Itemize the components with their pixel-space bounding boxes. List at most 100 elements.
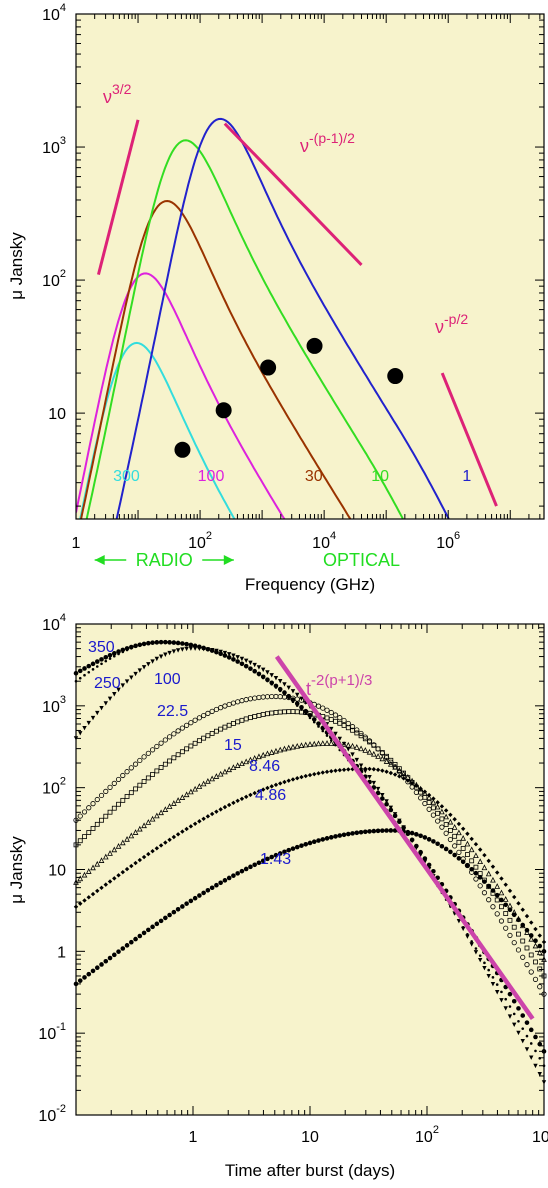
light-curve-point: [218, 880, 223, 886]
light-curve-point: [452, 833, 458, 839]
light-curve-point: [107, 955, 113, 961]
light-curve-point: [154, 768, 160, 774]
x-tick-label-base: 10: [312, 535, 330, 552]
light-curve-point: [537, 966, 543, 972]
light-curve-point: [111, 805, 117, 811]
light-curve-point: [482, 852, 487, 858]
light-curve-point: [371, 742, 377, 748]
light-curve-point: [159, 640, 163, 644]
slope-guide-symbol: t: [306, 679, 311, 699]
light-curve-point: [430, 805, 436, 811]
light-curve-point: [171, 800, 177, 806]
y-axis-label: μ Jansky: [7, 836, 26, 904]
light-curve-point: [303, 708, 309, 714]
light-curve-point: [120, 869, 125, 875]
light-curve-point: [358, 745, 364, 752]
light-curve-point: [354, 830, 360, 836]
light-curve-point: [460, 835, 467, 841]
x-tick-label-base: 10: [532, 1129, 548, 1146]
light-curve-point: [120, 946, 126, 951]
light-curve-point: [353, 744, 360, 750]
light-curve-point: [82, 834, 87, 840]
light-curve-point: [226, 875, 232, 881]
light-curve-point: [375, 828, 381, 834]
light-curve-point: [103, 701, 108, 706]
light-curve-point: [320, 837, 326, 842]
light-curve-point: [99, 817, 104, 823]
light-curve-point: [104, 659, 108, 663]
light-curve-point: [392, 762, 398, 767]
light-curve-point: [388, 828, 394, 833]
light-curve-point: [119, 839, 126, 846]
light-curve-point: [537, 933, 542, 938]
light-curve-point: [162, 761, 168, 767]
light-curve-point: [422, 856, 428, 861]
light-curve-point: [83, 673, 86, 677]
light-curve-point: [107, 784, 113, 790]
light-curve-point: [294, 742, 301, 749]
light-curve-point: [320, 705, 326, 711]
y-tick-label: 104: [42, 2, 66, 24]
light-curve-point: [499, 876, 504, 881]
light-curve-point: [439, 808, 445, 815]
x-tick-label-exp: 2: [206, 530, 212, 542]
light-curve-point: [502, 896, 509, 902]
light-curve-point: [290, 846, 296, 851]
light-curve-point: [209, 708, 215, 714]
light-curve-point: [508, 1005, 512, 1008]
light-curve-point: [443, 846, 449, 852]
light-curve-point: [120, 797, 126, 803]
light-curve-point: [175, 797, 181, 803]
light-curve-point: [90, 826, 96, 831]
light-curve-point: [273, 782, 279, 788]
y-tick-label-base: 10: [42, 140, 60, 157]
light-curve-point: [477, 883, 483, 889]
light-curve-point: [311, 740, 318, 747]
light-curve-point: [265, 856, 270, 862]
light-curve-point: [188, 898, 194, 904]
light-curve-point: [256, 753, 262, 760]
light-curve-point: [201, 890, 206, 896]
light-curve-point: [103, 654, 109, 660]
light-curve-point: [239, 760, 245, 767]
light-curve-point: [520, 938, 526, 944]
light-curve-point: [269, 673, 274, 678]
light-curve-point: [512, 1012, 516, 1016]
light-curve-point: [528, 969, 534, 975]
light-curve-point: [112, 654, 116, 658]
light-curve-point: [86, 830, 92, 835]
light-curve-point: [325, 734, 329, 737]
light-curve-point: [128, 790, 134, 796]
light-curve-point: [333, 768, 338, 773]
light-curve-point: [175, 728, 181, 734]
light-curve-point: [286, 685, 291, 691]
light-curve-point: [528, 952, 534, 958]
light-curve-point: [346, 767, 351, 772]
light-curve-point: [95, 710, 100, 716]
light-curve-point: [185, 642, 188, 646]
light-curve-point: [175, 648, 181, 653]
light-curve-point: [367, 766, 372, 772]
light-curve-point: [392, 812, 398, 817]
light-curve-point: [138, 644, 142, 647]
curve-labels: 350 250 100 22.5 15 8.46 4.86 1.43: [88, 639, 291, 868]
light-curve-point: [337, 767, 342, 773]
light-curve-point: [77, 978, 83, 983]
light-curve-point: [273, 675, 279, 681]
light-curve-point: [188, 824, 194, 829]
light-curve-point: [145, 750, 151, 756]
light-curve-point: [132, 761, 139, 767]
light-curve-point: [290, 743, 296, 750]
light-curve-point: [456, 821, 462, 827]
light-curve-point: [473, 852, 479, 859]
light-curve-point: [282, 682, 287, 687]
region-label-optical: OPTICAL: [323, 550, 400, 570]
light-curve-point: [124, 943, 130, 948]
light-curve-point: [397, 774, 402, 779]
light-curve-point: [107, 879, 113, 884]
light-curve-point: [307, 840, 313, 846]
light-curve-point: [477, 958, 483, 963]
light-curve-point: [337, 833, 343, 838]
slope-guide-exponent: -2(p+1)/3: [311, 672, 372, 689]
